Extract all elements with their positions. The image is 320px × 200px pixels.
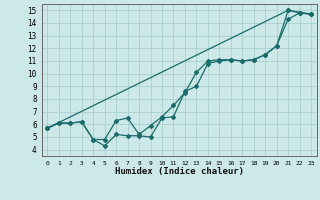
X-axis label: Humidex (Indice chaleur): Humidex (Indice chaleur) — [115, 167, 244, 176]
